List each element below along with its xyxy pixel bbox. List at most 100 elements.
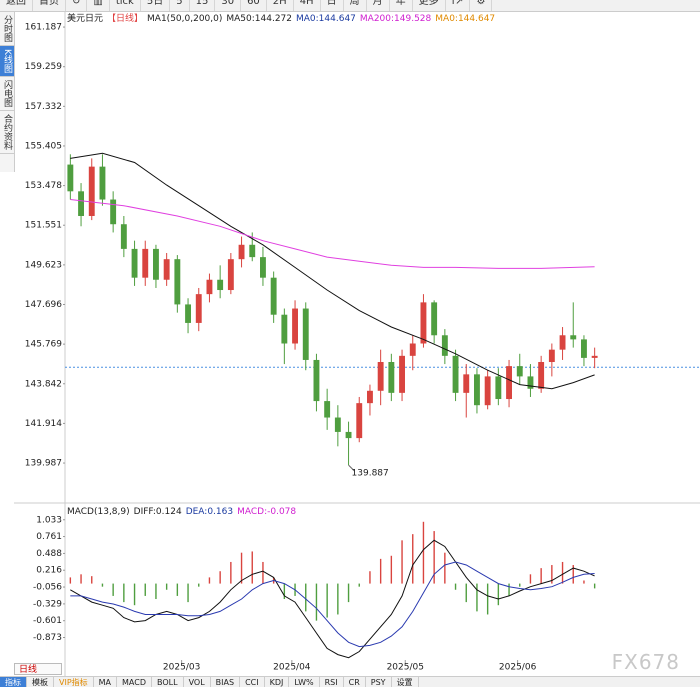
toolbar-button[interactable]: 5 bbox=[170, 0, 190, 11]
indicator-tab[interactable]: CCI bbox=[240, 677, 265, 687]
toolbar-button[interactable]: 首页 bbox=[33, 0, 66, 11]
sidebar: 分时图 K线图 闪电图 合约资料 bbox=[0, 12, 15, 172]
candle-body bbox=[185, 304, 191, 323]
candle-body bbox=[570, 335, 577, 340]
sidebar-tab[interactable]: 合约资料 bbox=[0, 111, 14, 154]
toolbar-button[interactable]: tick bbox=[110, 0, 141, 11]
candle-body bbox=[548, 349, 555, 363]
indicator-tab[interactable]: CR bbox=[344, 677, 366, 687]
candle-body bbox=[302, 308, 309, 360]
header-item: MA1(50,0,200,0) bbox=[147, 14, 222, 24]
candle-body bbox=[506, 366, 512, 400]
toolbar-button[interactable]: 15 bbox=[190, 0, 216, 11]
indicator-tab[interactable]: 模板 bbox=[27, 677, 54, 687]
candle-body bbox=[153, 248, 159, 280]
candle-body bbox=[217, 279, 224, 291]
indicator-tab[interactable]: 指标 bbox=[0, 677, 27, 687]
toolbar-button[interactable]: 4H bbox=[294, 0, 321, 11]
candle-body bbox=[334, 417, 341, 432]
indicator-tab[interactable]: RSI bbox=[320, 677, 344, 687]
y-tick-label: 145.769 bbox=[25, 340, 62, 350]
moving-average-line bbox=[70, 199, 595, 269]
candle-body bbox=[88, 166, 95, 216]
header-item: 美元日元 bbox=[67, 12, 103, 24]
min-label: 139.887 bbox=[352, 469, 389, 479]
y-tick-label: 141.914 bbox=[25, 419, 62, 429]
candle-body bbox=[367, 390, 373, 404]
x-tick-label: 2025/04 bbox=[273, 663, 311, 673]
candle-body bbox=[431, 302, 438, 336]
candle-body bbox=[131, 248, 138, 278]
toolbar-button[interactable]: 月 bbox=[367, 0, 390, 11]
indicator-header: MACD(13,8,9) DIFF:0.124 DEA:0.163 MACD:-0.0… bbox=[67, 507, 296, 517]
toolbar-button[interactable]: ▥ bbox=[87, 0, 110, 11]
indicator-tab[interactable]: VOL bbox=[184, 677, 211, 687]
macd-line bbox=[70, 561, 595, 648]
candle-body bbox=[420, 302, 427, 344]
sidebar-tab[interactable]: 分时图 bbox=[0, 12, 14, 46]
toolbar-button[interactable]: 60 bbox=[241, 0, 267, 11]
candle-body bbox=[452, 355, 459, 393]
candle-body bbox=[441, 335, 448, 356]
toolbar-button[interactable]: 30 bbox=[215, 0, 242, 11]
candle-body bbox=[388, 362, 395, 393]
toolbar-button[interactable]: f↗ bbox=[446, 0, 471, 11]
y-tick-label: 0.488 bbox=[36, 549, 62, 559]
period-select[interactable]: 日线 bbox=[14, 663, 62, 675]
indicator-tab[interactable]: 设置 bbox=[392, 677, 419, 687]
candle-body bbox=[527, 376, 534, 389]
y-tick-label: 159.259 bbox=[25, 62, 62, 72]
header-item: MACD:-0.078 bbox=[237, 507, 296, 517]
indicator-tab[interactable]: PSY bbox=[366, 677, 392, 687]
x-tick-label: 2025/06 bbox=[499, 663, 537, 673]
header-item: 【日线】 bbox=[107, 12, 143, 24]
indicator-tabs: 指标 模板 VIP指标 MA MACD BOLL VOL BIAS CCI KDJ LW% RSI CR… bbox=[0, 676, 700, 687]
candle-body bbox=[559, 335, 566, 350]
candle-body bbox=[292, 308, 298, 344]
min-pointer bbox=[348, 464, 355, 472]
header-item: DIFF:0.124 bbox=[134, 507, 182, 517]
indicator-tab[interactable]: MA bbox=[94, 677, 118, 687]
y-tick-label: 143.842 bbox=[25, 379, 62, 389]
indicator-tab[interactable]: BIAS bbox=[211, 677, 241, 687]
sidebar-tab[interactable]: 闪电图 bbox=[0, 77, 14, 111]
toolbar-button[interactable]: 年 bbox=[390, 0, 413, 11]
candle-body bbox=[249, 244, 256, 258]
toolbar-button[interactable]: 更多 bbox=[413, 0, 446, 11]
candle-body bbox=[591, 355, 598, 358]
candle-body bbox=[463, 374, 470, 393]
candle-body bbox=[260, 257, 266, 278]
toolbar-button[interactable]: 返回 bbox=[0, 0, 33, 11]
toolbar-button[interactable]: 2H bbox=[267, 0, 294, 11]
y-tick-label: -0.873 bbox=[33, 633, 62, 643]
y-tick-label: 147.696 bbox=[25, 300, 62, 310]
toolbar-button[interactable]: 周 bbox=[344, 0, 367, 11]
indicator-header: 美元日元 【日线】 MA1(50,0,200,0) MA50:144.272 MA0:1… bbox=[67, 12, 495, 24]
candle-body bbox=[206, 279, 213, 295]
candle-body bbox=[142, 248, 149, 278]
sidebar-tab[interactable]: K线图 bbox=[0, 46, 14, 77]
toolbar-button[interactable]: 日 bbox=[321, 0, 344, 11]
indicator-tab[interactable]: LW% bbox=[289, 677, 320, 687]
candle-body bbox=[345, 431, 352, 439]
indicator-tab[interactable]: VIP指标 bbox=[54, 677, 94, 687]
indicator-tab[interactable]: KDJ bbox=[265, 677, 290, 687]
candle-body bbox=[281, 314, 288, 344]
candle-body bbox=[324, 401, 331, 418]
indicator-tab[interactable]: MACD bbox=[117, 677, 153, 687]
candle-body bbox=[409, 343, 416, 356]
candle-body bbox=[474, 374, 480, 406]
indicator-tab[interactable]: BOLL bbox=[152, 677, 184, 687]
toolbar-button[interactable]: 5日 bbox=[141, 0, 171, 11]
toolbar-button[interactable]: ↻ bbox=[66, 0, 88, 11]
candle-body bbox=[495, 376, 502, 400]
candle-body bbox=[195, 294, 202, 323]
y-tick-label: 0.216 bbox=[36, 566, 62, 576]
toolbar-button[interactable]: ⚙ bbox=[470, 0, 493, 11]
toolbar: 返回 首页 ↻ ▥ tick 5日 5 15 30 60 2H 4H 日周月年更多 f↗ ⚙ bbox=[0, 0, 700, 12]
candle-body bbox=[99, 166, 106, 200]
header-item: MACD(13,8,9) bbox=[67, 507, 130, 517]
candle-body bbox=[227, 259, 234, 291]
